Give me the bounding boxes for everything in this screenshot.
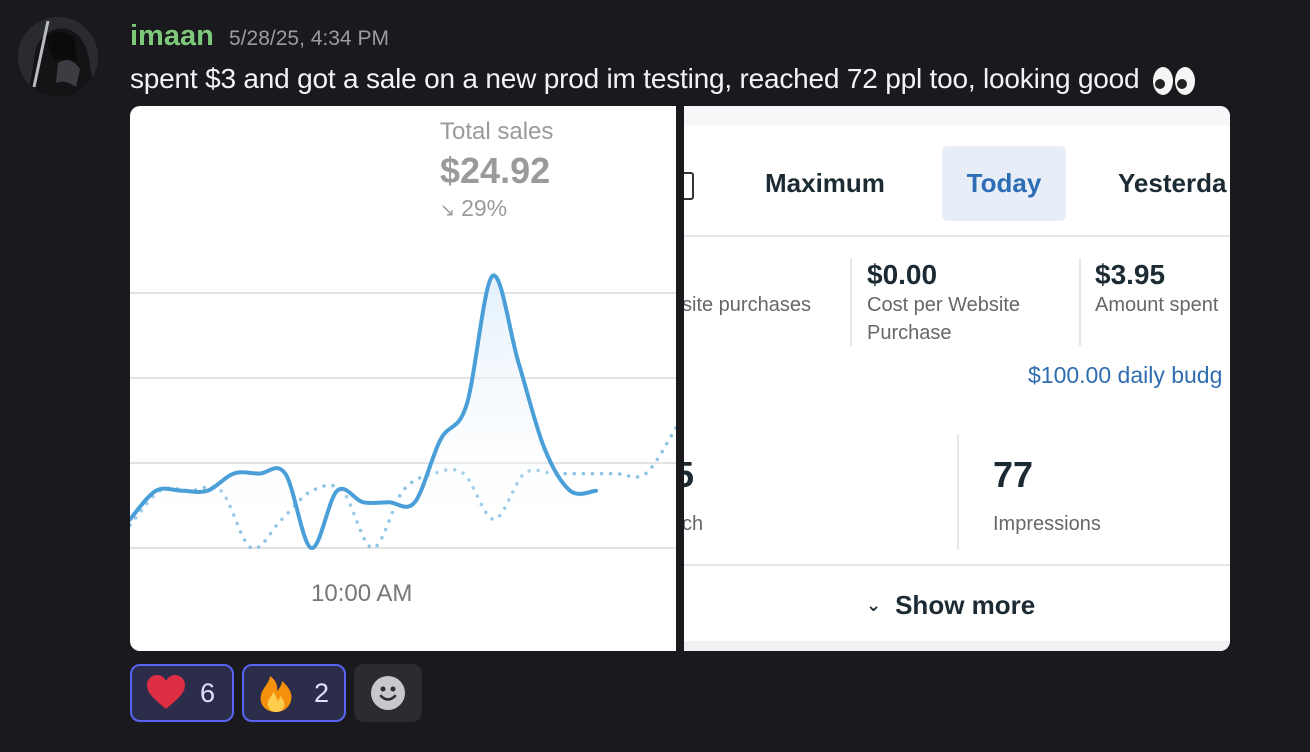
reaction-count: 6 [200, 677, 216, 708]
tab-yesterday[interactable]: Yesterda [1118, 168, 1227, 198]
reach-value: 5 [684, 454, 695, 495]
series-area-current [130, 275, 596, 549]
username[interactable]: imaan [130, 20, 214, 52]
sales-line-chart [130, 273, 676, 551]
top-strip [684, 106, 1230, 126]
show-more-label: Show more [895, 590, 1036, 620]
reaction-count: 2 [314, 677, 330, 708]
show-more-button[interactable]: ⌄ Show more [866, 590, 1035, 621]
metric-cost-label-line2: Purchase [867, 322, 952, 344]
chart-x-tick-label: 10:00 AM [311, 580, 413, 607]
divider [1079, 258, 1081, 346]
reaction-heart[interactable]: 6 [130, 664, 234, 722]
metric-cost-label-line1: Cost per Website [867, 294, 1021, 316]
reach-label: ch [684, 513, 704, 535]
smiley-icon [371, 676, 405, 710]
smiley-face [379, 686, 397, 701]
impressions-label: Impressions [993, 513, 1101, 535]
metric-amount-spent-label: Amount spent [1095, 294, 1219, 316]
heart-emoji [147, 675, 185, 709]
metric-website-purchases-label: site purchases [684, 294, 811, 316]
calendar-icon [684, 172, 694, 200]
tab-today[interactable]: Today [942, 146, 1066, 221]
chart-change-value: 29% [461, 195, 508, 221]
eyes-emoji [1153, 66, 1196, 95]
arrow-down-right-icon: ↘ [440, 200, 456, 220]
metric-cost-per-purchase-value: $0.00 [867, 259, 938, 290]
metric-amount-spent-value: $3.95 [1095, 259, 1166, 290]
divider [850, 258, 852, 346]
divider [957, 434, 959, 550]
tab-maximum[interactable]: Maximum [765, 168, 885, 198]
daily-budget-link[interactable]: $100.00 daily budg [1028, 362, 1223, 388]
metric-cost-per-purchase-label: Cost per Website Purchase [867, 291, 1020, 347]
series-line-current [130, 273, 598, 550]
attachment-ads-summary[interactable]: Maximum Today Yesterda site purchases $0… [684, 106, 1230, 651]
divider [684, 235, 1230, 237]
attachment-sales-chart[interactable]: Total sales $24.92 ↘ 29% 10:00 AM [130, 106, 676, 651]
avatar-image [18, 17, 98, 97]
message-body: spent $3 and got a sale on a new prod im… [130, 63, 1140, 94]
reaction-fire[interactable]: 2 [242, 664, 346, 722]
add-reaction-button[interactable] [354, 664, 422, 722]
divider [684, 564, 1230, 566]
chart-change: ↘ 29% [440, 195, 507, 222]
message-text: spent $3 and got a sale on a new prod im… [130, 63, 1197, 97]
timestamp: 5/28/25, 4:34 PM [229, 27, 389, 50]
impressions-value: 77 [993, 454, 1034, 495]
fire-emoji [260, 676, 292, 712]
chart-title: Total sales [440, 118, 554, 145]
chart-total-value: $24.92 [440, 150, 551, 191]
chevron-down-icon: ⌄ [866, 595, 882, 615]
bottom-strip [684, 641, 1230, 651]
tab-today-label: Today [966, 168, 1042, 198]
avatar[interactable] [18, 17, 98, 97]
